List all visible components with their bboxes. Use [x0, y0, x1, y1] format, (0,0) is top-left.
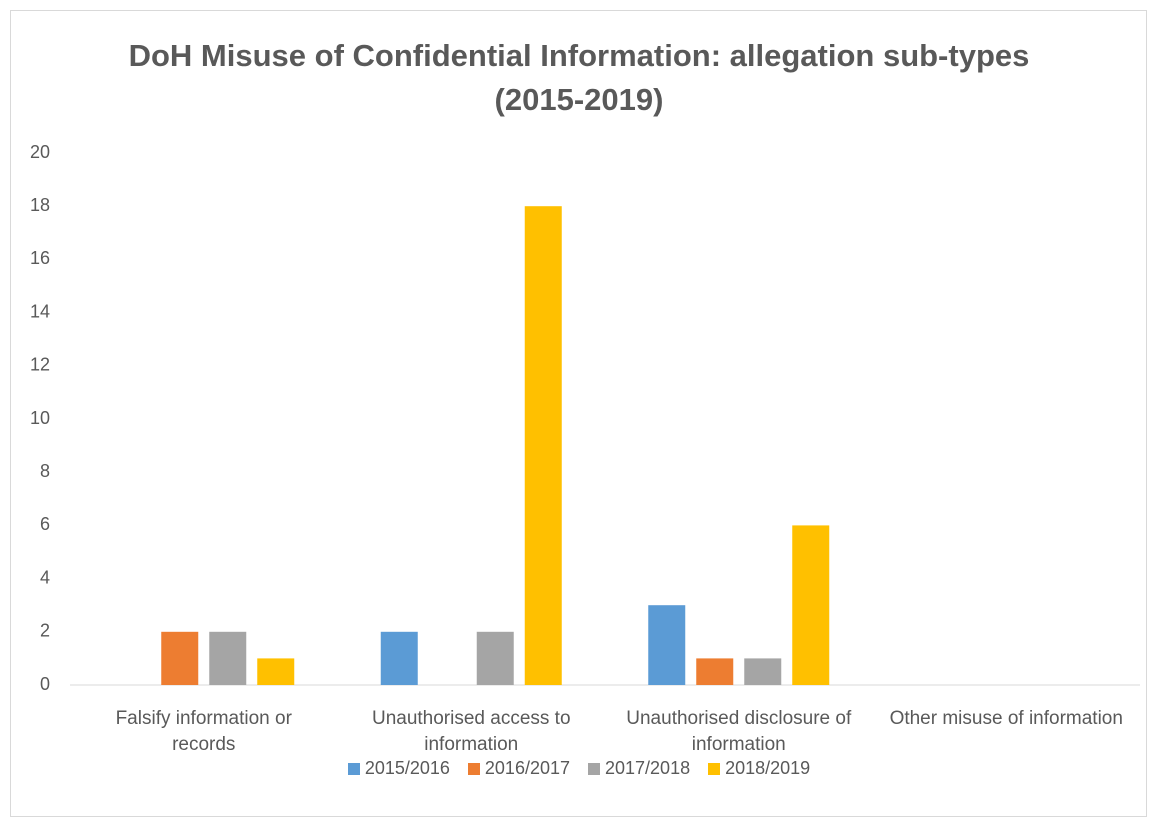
- x-tick-label: Unauthorised access to information: [371, 708, 571, 755]
- legend-label: 2018/2019: [725, 758, 811, 778]
- x-tick-label: Falsify information or records: [115, 708, 292, 755]
- chart-border: [10, 10, 1147, 817]
- legend-label: 2016/2017: [484, 758, 570, 778]
- y-tick-label: 16: [30, 248, 50, 268]
- legend-swatch: [588, 762, 600, 775]
- x-tick-label: Other misuse of information: [889, 708, 1123, 729]
- legend-label: 2015/2016: [364, 758, 450, 778]
- bar: [648, 605, 686, 685]
- y-tick-label: 0: [40, 674, 50, 694]
- bar: [696, 658, 734, 685]
- y-tick-label: 8: [40, 461, 50, 481]
- y-tick-label: 20: [30, 142, 50, 162]
- legend-swatch: [347, 762, 360, 775]
- legend-item: 2017/2018: [588, 758, 690, 779]
- bar: [524, 206, 562, 685]
- bar: [476, 631, 514, 685]
- legend-item: 2015/2016: [347, 758, 450, 779]
- y-tick-label: 12: [30, 355, 50, 375]
- y-tick-label: 14: [30, 301, 50, 321]
- legend-swatch: [708, 762, 721, 775]
- bar: [744, 658, 782, 685]
- legend-swatch: [467, 762, 480, 775]
- x-tick-label: Unauthorised disclosure of information: [626, 708, 852, 755]
- bar: [161, 631, 199, 685]
- legend-item: 2016/2017: [467, 758, 570, 779]
- chart-title: DoH Misuse of Confidential Information: …: [128, 38, 1030, 117]
- y-tick-label: 4: [40, 567, 50, 587]
- legend-item: 2018/2019: [708, 758, 810, 779]
- bar: [792, 525, 830, 685]
- y-tick-label: 18: [30, 195, 50, 215]
- legend-label: 2017/2018: [605, 758, 691, 778]
- legend: 2015/2016 2016/2017 2017/2018 2018/2019: [0, 758, 1158, 779]
- y-tick-label: 2: [40, 621, 50, 641]
- bar: [209, 631, 247, 685]
- y-tick-label: 10: [30, 408, 50, 428]
- bar: [380, 631, 418, 685]
- bar: [257, 658, 295, 685]
- y-tick-label: 6: [40, 514, 50, 534]
